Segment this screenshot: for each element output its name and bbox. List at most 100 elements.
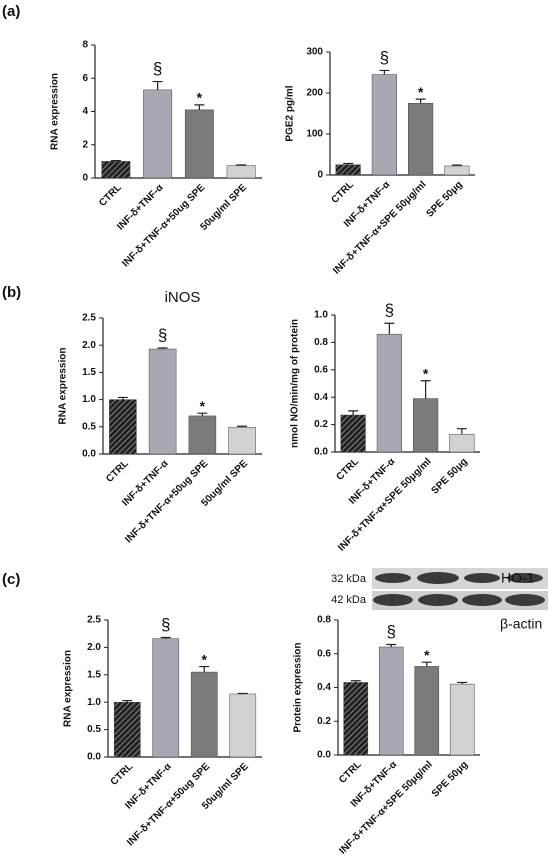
y-tick-label: 2.5 (87, 615, 101, 626)
x-tick-label: SPE 50μg (424, 179, 464, 219)
y-tick-label: 0.8 (314, 337, 328, 348)
y-tick-label: 0.2 (317, 716, 331, 727)
y-axis-label: RNA expression (63, 650, 74, 727)
y-tick-label: 2.5 (82, 313, 96, 324)
significance-mark: * (423, 365, 429, 381)
y-tick-label: 1.5 (82, 367, 96, 378)
significance-mark: * (424, 647, 430, 663)
y-tick-label: 0.5 (87, 724, 101, 735)
bar (152, 638, 180, 758)
y-tick-label: 1.0 (82, 394, 96, 405)
significance-mark: * (418, 84, 424, 100)
bar (190, 671, 218, 758)
x-tick-label: CTRL (329, 179, 356, 206)
significance-mark: § (387, 622, 396, 641)
bar (371, 74, 397, 176)
y-tick-label: 100 (306, 129, 323, 140)
y-tick-label: 0.4 (317, 682, 331, 693)
error-bar (379, 69, 390, 75)
bar (188, 415, 217, 455)
y-tick-label: 2 (82, 139, 88, 150)
y-tick-label: 2.0 (87, 642, 101, 653)
significance-mark: * (200, 398, 206, 414)
error-bar (199, 665, 210, 673)
y-tick-label: 0.6 (314, 364, 328, 375)
y-tick-label: 0.0 (314, 447, 328, 458)
bar (378, 646, 404, 756)
error-bar (122, 699, 133, 703)
y-axis-label: PGE2 pg/ml (285, 85, 296, 141)
error-bar (384, 322, 395, 335)
y-tick-label: 6 (82, 73, 88, 84)
error-bar (194, 104, 205, 110)
y-tick-label: 0.2 (314, 419, 328, 430)
y-axis-label: nmol NO/min/mg of protein (290, 319, 301, 448)
significance-mark: § (161, 615, 170, 634)
error-bar (237, 425, 248, 428)
blot-protein: HO-1 (501, 570, 535, 586)
blot-kda: 32 kDa (331, 573, 367, 585)
bar (226, 165, 256, 179)
y-tick-label: 8 (82, 40, 88, 51)
x-tick-label: SPE 50μg (430, 759, 470, 799)
y-tick-label: 0.0 (87, 752, 101, 763)
bar (376, 333, 402, 453)
blot-strip (372, 591, 548, 610)
x-tick-label: INF-δ+TNF-α+50ug SPE (123, 458, 210, 545)
error-bar (457, 681, 468, 685)
bar (343, 682, 369, 756)
bar (449, 683, 475, 756)
error-bar (456, 428, 467, 435)
bar (229, 693, 257, 758)
significance-mark: * (202, 651, 208, 667)
blot-bands (373, 572, 545, 606)
y-tick-label: 300 (306, 47, 323, 58)
x-tick-label: CTRL (97, 182, 124, 209)
bar (228, 427, 256, 455)
chart-title: iNOS (165, 289, 201, 306)
significance-mark: § (153, 59, 162, 78)
bar (101, 161, 131, 179)
panel-label: (b) (2, 284, 21, 301)
bar (148, 348, 177, 455)
bar (109, 399, 137, 455)
significance-mark: § (380, 48, 389, 67)
x-tick-label: CTRL (104, 458, 131, 485)
error-bar (117, 396, 128, 400)
panel-label: (a) (2, 3, 20, 20)
significance-mark: § (385, 301, 394, 320)
y-tick-label: 0 (82, 173, 88, 184)
x-tick-label: CTRL (109, 761, 136, 788)
bar (340, 414, 366, 453)
y-tick-label: 2.0 (82, 340, 96, 351)
blot-strip (372, 568, 548, 589)
error-bar (152, 80, 163, 90)
bar (143, 89, 173, 179)
y-axis-label: Protein expression (293, 642, 304, 732)
y-tick-label: 200 (306, 88, 323, 99)
x-tick-label: SPE 50μg (429, 456, 469, 496)
y-tick-label: 0.0 (317, 750, 331, 761)
error-bar (160, 636, 171, 639)
error-bar (386, 643, 397, 647)
y-axis-label: RNA expression (58, 348, 69, 425)
chart: 0.0 0.2 0.4 0.6 0.8 1.0 nmol NO/min/mg of prot… (290, 301, 480, 554)
y-tick-label: 4 (82, 106, 88, 117)
x-tick-label: CTRL (334, 456, 361, 483)
y-axis-label: RNA expression (50, 73, 61, 150)
y-tick-label: 0.6 (317, 648, 331, 659)
y-tick-label: 1.0 (87, 697, 101, 708)
significance-mark: § (158, 325, 167, 344)
western-blot: 32 kDa 42 kDa HO-1 β-actin (331, 568, 548, 632)
bar (414, 666, 440, 756)
error-bar (110, 159, 121, 162)
x-tick-label: INF-δ+TNF-α+50ug SPE (120, 182, 207, 269)
bar (335, 164, 361, 176)
y-tick-label: 0.4 (314, 392, 328, 403)
bar (184, 109, 214, 179)
error-bar (348, 410, 359, 416)
